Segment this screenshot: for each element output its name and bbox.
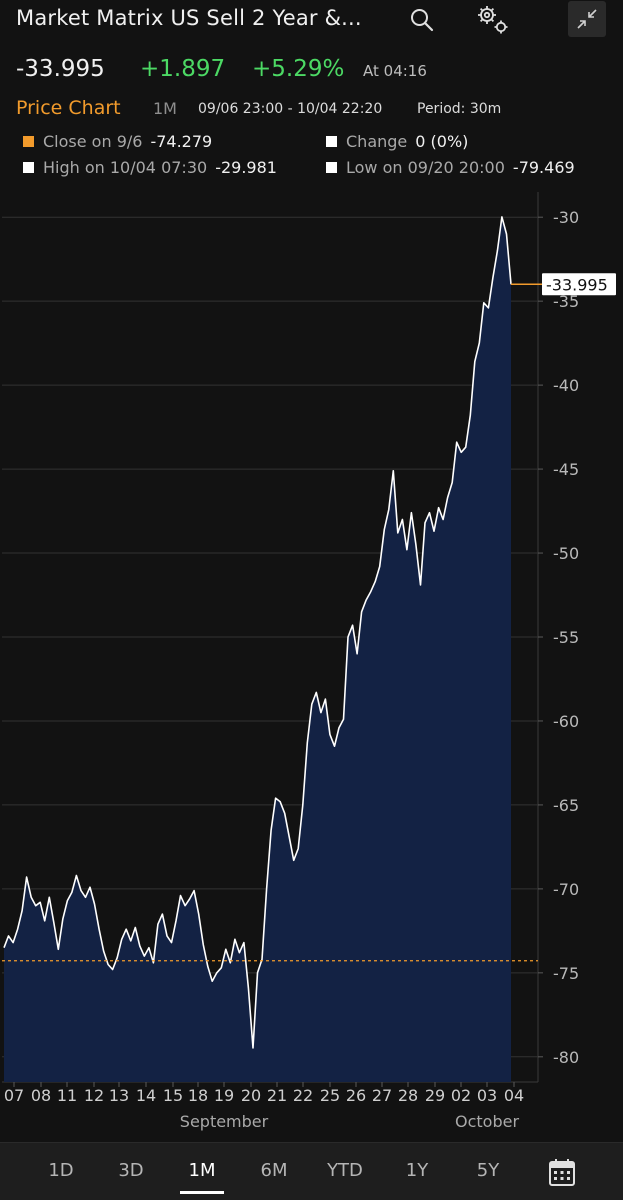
x-tick-label: 18 bbox=[188, 1086, 208, 1105]
range-3d-button[interactable]: 3D bbox=[118, 1160, 144, 1181]
chart-title: Price Chart bbox=[16, 97, 121, 119]
legend-high-label: High on 10/04 07:30 bbox=[43, 158, 208, 177]
security-title: Market Matrix US Sell 2 Year &... bbox=[16, 6, 362, 30]
x-tick-label: 07 bbox=[4, 1086, 24, 1105]
legend-low: Low on 09/20 20:00 -79.469 bbox=[326, 158, 575, 177]
x-tick-label: 19 bbox=[214, 1086, 234, 1105]
month-label-october: October bbox=[455, 1112, 519, 1131]
range-ytd-button[interactable]: YTD bbox=[327, 1160, 363, 1181]
month-label-september: September bbox=[180, 1112, 269, 1131]
x-tick-label: 11 bbox=[57, 1086, 77, 1105]
collapse-button[interactable] bbox=[568, 1, 606, 37]
legend-change-value: 0 (0%) bbox=[415, 132, 469, 151]
x-tick-label: 15 bbox=[163, 1086, 183, 1105]
net-change: +1.897 bbox=[140, 56, 226, 82]
range-selected-indicator bbox=[180, 1191, 224, 1194]
legend-change-swatch bbox=[326, 136, 337, 147]
x-tick-label: 22 bbox=[293, 1086, 313, 1105]
y-tick-label: -40 bbox=[553, 376, 579, 395]
legend-change-label: Change bbox=[346, 132, 408, 151]
top-bar: Market Matrix US Sell 2 Year &... bbox=[0, 0, 623, 40]
chart-period: Period: 30m bbox=[417, 101, 502, 117]
x-tick-label: 04 bbox=[504, 1086, 524, 1105]
chart-date-range: 09/06 23:00 - 10/04 22:20 bbox=[198, 101, 383, 117]
chart-header: Price Chart 1M 09/06 23:00 - 10/04 22:20… bbox=[16, 97, 616, 121]
calendar-icon[interactable] bbox=[549, 1158, 575, 1186]
search-icon bbox=[411, 9, 434, 32]
range-selector-bar: 1D 3D 1M 6M YTD 1Y 5Y bbox=[0, 1142, 623, 1200]
y-tick-label: -30 bbox=[553, 208, 579, 227]
range-5y-button[interactable]: 5Y bbox=[476, 1160, 500, 1181]
x-tick-label: 20 bbox=[241, 1086, 261, 1105]
x-tick-label: 14 bbox=[136, 1086, 156, 1105]
settings-button[interactable] bbox=[475, 2, 511, 38]
legend-change: Change 0 (0%) bbox=[326, 132, 468, 151]
legend-close-swatch bbox=[23, 136, 34, 147]
chart-range: 1M bbox=[153, 99, 177, 118]
x-tick-label: 21 bbox=[267, 1086, 287, 1105]
x-tick-label: 25 bbox=[320, 1086, 340, 1105]
y-tick-label: -80 bbox=[553, 1048, 579, 1067]
legend-low-label: Low on 09/20 20:00 bbox=[346, 158, 505, 177]
x-tick-label: 08 bbox=[31, 1086, 51, 1105]
x-tick-label: 26 bbox=[346, 1086, 366, 1105]
settings-icon bbox=[478, 6, 508, 34]
x-tick-label: 28 bbox=[398, 1086, 418, 1105]
legend-high-value: -29.981 bbox=[215, 158, 277, 177]
range-1d-button[interactable]: 1D bbox=[48, 1160, 74, 1181]
percent-change: +5.29% bbox=[252, 56, 345, 82]
collapse-icon bbox=[577, 9, 597, 29]
legend-close-label: Close on 9/6 bbox=[43, 132, 143, 151]
legend-low-swatch bbox=[326, 162, 337, 173]
quote-row: -33.995 +1.897 +5.29% At 04:16 bbox=[16, 56, 616, 86]
y-tick-label: -35 bbox=[553, 292, 579, 311]
y-tick-label: -70 bbox=[553, 880, 579, 899]
price-area-fill bbox=[4, 216, 511, 1082]
x-tick-label: 03 bbox=[477, 1086, 497, 1105]
x-tick-label: 27 bbox=[372, 1086, 392, 1105]
x-tick-label: 29 bbox=[425, 1086, 445, 1105]
range-1y-button[interactable]: 1Y bbox=[405, 1160, 429, 1181]
y-tick-label: -55 bbox=[553, 628, 579, 647]
y-tick-label: -75 bbox=[553, 964, 579, 983]
price-chart[interactable]: -30 -35 -40 -45 -50 -55 -60 -65 -70 -75 -80 -33.995… bbox=[0, 192, 623, 1142]
price-line bbox=[3, 216, 512, 1049]
legend-high: High on 10/04 07:30 -29.981 bbox=[23, 158, 277, 177]
legend-low-value: -79.469 bbox=[512, 158, 575, 177]
legend-high-swatch bbox=[23, 162, 34, 173]
search-button[interactable] bbox=[404, 2, 440, 38]
x-tick-label: 02 bbox=[451, 1086, 471, 1105]
range-1m-button[interactable]: 1M bbox=[188, 1160, 216, 1181]
y-tick-label: -45 bbox=[553, 460, 579, 479]
legend-close-value: -74.279 bbox=[150, 132, 213, 151]
x-tick-label: 12 bbox=[84, 1086, 104, 1105]
last-price-tag-label: -33.995 bbox=[546, 275, 608, 294]
y-tick-label: -65 bbox=[553, 796, 579, 815]
legend-close: Close on 9/6 -74.279 bbox=[23, 132, 212, 151]
x-tick-label: 13 bbox=[109, 1086, 129, 1105]
y-tick-label: -50 bbox=[553, 544, 579, 563]
last-price-tag bbox=[542, 273, 616, 296]
chart-legend: Close on 9/6 -74.279 Change 0 (0%) High on… bbox=[0, 130, 623, 184]
range-6m-button[interactable]: 6M bbox=[260, 1160, 288, 1181]
y-tick-label: -60 bbox=[553, 712, 579, 731]
last-price: -33.995 bbox=[16, 56, 105, 82]
quote-time: At 04:16 bbox=[363, 62, 427, 80]
